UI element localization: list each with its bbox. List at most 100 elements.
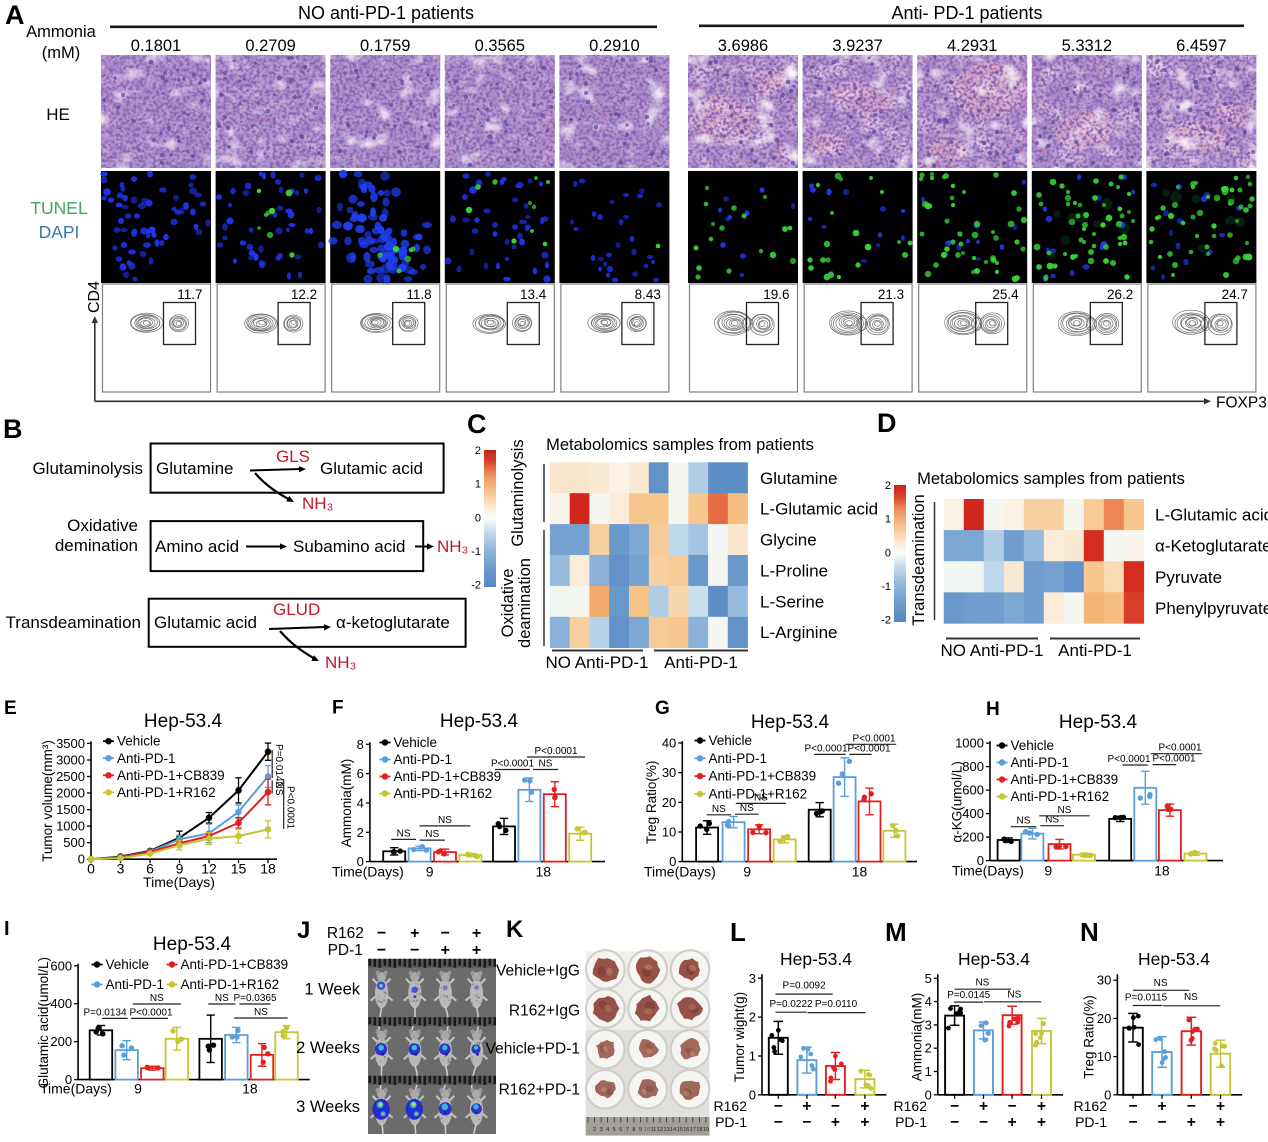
svg-text:+: + xyxy=(472,925,481,942)
svg-text:+: + xyxy=(860,1114,869,1131)
svg-text:9: 9 xyxy=(639,1127,642,1133)
svg-text:Glutamine: Glutamine xyxy=(156,459,233,478)
svg-text:4: 4 xyxy=(925,994,932,1009)
svg-text:1: 1 xyxy=(925,1064,932,1079)
svg-text:0.3565: 0.3565 xyxy=(475,37,525,55)
svg-text:−: − xyxy=(979,1114,988,1131)
svg-text:Anti-PD-1+R162: Anti-PD-1+R162 xyxy=(1011,789,1110,804)
svg-text:9: 9 xyxy=(426,864,434,880)
svg-text:20: 20 xyxy=(662,795,676,810)
svg-text:+: + xyxy=(1187,1114,1196,1131)
svg-text:12: 12 xyxy=(657,1127,663,1133)
svg-text:−: − xyxy=(1008,1098,1017,1115)
svg-text:Treg Ratio(%): Treg Ratio(%) xyxy=(1081,995,1096,1079)
svg-text:11: 11 xyxy=(651,1127,657,1133)
svg-text:25.4: 25.4 xyxy=(992,287,1019,302)
svg-text:L-Glutamic acid: L-Glutamic acid xyxy=(760,500,878,519)
svg-text:5.3312: 5.3312 xyxy=(1062,37,1112,55)
svg-text:NS: NS xyxy=(1154,978,1168,989)
svg-text:0: 0 xyxy=(925,1087,932,1102)
svg-text:NS: NS xyxy=(425,829,439,840)
svg-text:Anti-PD-1+R162: Anti-PD-1+R162 xyxy=(181,977,280,992)
svg-text:17: 17 xyxy=(690,1127,696,1133)
svg-text:NS: NS xyxy=(1007,989,1021,1000)
svg-text:12: 12 xyxy=(201,861,217,877)
svg-text:1: 1 xyxy=(885,514,891,526)
svg-text:−: − xyxy=(377,942,386,959)
svg-text:Vehicle: Vehicle xyxy=(394,735,438,750)
svg-text:H: H xyxy=(986,699,1000,720)
svg-text:3: 3 xyxy=(117,861,125,877)
svg-text:α-Ketoglutarate: α-Ketoglutarate xyxy=(1155,537,1268,556)
svg-text:0: 0 xyxy=(1104,1087,1111,1102)
svg-text:Tumor wight(g): Tumor wight(g) xyxy=(732,992,747,1082)
svg-text:3: 3 xyxy=(600,1127,603,1133)
svg-text:0.1801: 0.1801 xyxy=(131,37,181,55)
svg-text:Vehicle: Vehicle xyxy=(106,957,150,972)
svg-text:+: + xyxy=(802,1098,811,1115)
svg-text:Anti-PD-1: Anti-PD-1 xyxy=(709,751,768,766)
svg-text:10: 10 xyxy=(662,825,676,840)
svg-text:TUNEL: TUNEL xyxy=(30,198,88,218)
svg-text:+: + xyxy=(472,942,481,959)
svg-text:+: + xyxy=(441,942,450,959)
svg-text:1000: 1000 xyxy=(955,736,984,751)
svg-text:7: 7 xyxy=(626,1127,629,1133)
svg-text:0: 0 xyxy=(885,547,891,559)
svg-text:3500: 3500 xyxy=(56,736,85,751)
svg-text:Anti-PD-1+CB839: Anti-PD-1+CB839 xyxy=(1011,772,1119,787)
svg-text:NS: NS xyxy=(740,803,754,814)
svg-text:NS: NS xyxy=(438,815,452,826)
svg-text:−: − xyxy=(1187,1098,1196,1115)
svg-text:P=0.0092: P=0.0092 xyxy=(783,981,827,992)
svg-text:600: 600 xyxy=(962,783,984,798)
svg-text:−: − xyxy=(410,942,419,959)
svg-text:NS: NS xyxy=(1045,815,1059,826)
svg-text:NS: NS xyxy=(273,782,284,796)
svg-text:NS: NS xyxy=(539,759,553,770)
svg-text:−: − xyxy=(1157,1114,1166,1131)
svg-text:Treg Ratio(%): Treg Ratio(%) xyxy=(644,761,659,845)
svg-text:Transdeamination: Transdeamination xyxy=(910,494,928,625)
svg-text:Anti-PD-1+CB839: Anti-PD-1+CB839 xyxy=(181,957,289,972)
svg-text:P=0.0134: P=0.0134 xyxy=(83,1007,127,1018)
svg-text:0.2910: 0.2910 xyxy=(589,37,639,55)
svg-text:3.9237: 3.9237 xyxy=(832,37,882,55)
svg-text:11.7: 11.7 xyxy=(177,287,202,302)
svg-text:3.6986: 3.6986 xyxy=(718,37,768,55)
svg-text:NS: NS xyxy=(254,1007,268,1018)
svg-text:Vehicle: Vehicle xyxy=(709,733,753,748)
svg-text:Anti-PD-1: Anti-PD-1 xyxy=(664,653,738,672)
svg-text:Time(Days): Time(Days) xyxy=(332,864,404,880)
svg-text:P=0.0110: P=0.0110 xyxy=(815,999,858,1010)
svg-text:NS: NS xyxy=(754,792,768,803)
svg-text:Glutamic acid(umol/L): Glutamic acid(umol/L) xyxy=(36,957,51,1088)
svg-text:30: 30 xyxy=(1097,973,1111,988)
svg-text:+: + xyxy=(979,1098,988,1115)
svg-text:Anti-PD-1+R162: Anti-PD-1+R162 xyxy=(709,786,808,801)
svg-text:N: N xyxy=(1080,917,1099,947)
svg-text:Glutaminolysis: Glutaminolysis xyxy=(509,439,527,546)
svg-text:demination: demination xyxy=(55,536,138,555)
svg-text:Hep-53.4: Hep-53.4 xyxy=(1138,949,1210,969)
svg-text:1: 1 xyxy=(749,1049,756,1064)
svg-text:DAPI: DAPI xyxy=(39,222,80,242)
svg-text:P=0.0145: P=0.0145 xyxy=(947,990,991,1001)
svg-text:2 Weeks: 2 Weeks xyxy=(296,1039,360,1057)
svg-text:6: 6 xyxy=(357,766,364,781)
svg-text:4: 4 xyxy=(357,796,364,811)
svg-text:NS: NS xyxy=(1057,805,1071,816)
svg-text:2500: 2500 xyxy=(56,769,85,784)
svg-text:Anti- PD-1 patients: Anti- PD-1 patients xyxy=(891,3,1042,23)
svg-text:α-KG(umol/L): α-KG(umol/L) xyxy=(950,761,965,842)
svg-text:Hep-53.4: Hep-53.4 xyxy=(144,711,223,732)
svg-text:3000: 3000 xyxy=(56,753,85,768)
svg-text:Vehicle: Vehicle xyxy=(1011,738,1055,753)
svg-text:5: 5 xyxy=(613,1127,616,1133)
svg-text:Vehicle: Vehicle xyxy=(117,734,161,749)
svg-text:Pyruvate: Pyruvate xyxy=(1155,568,1222,587)
svg-text:Hep-53.4: Hep-53.4 xyxy=(153,934,232,955)
svg-text:26.2: 26.2 xyxy=(1107,287,1133,302)
svg-text:PD-1: PD-1 xyxy=(895,1114,927,1130)
svg-text:6: 6 xyxy=(619,1127,622,1133)
